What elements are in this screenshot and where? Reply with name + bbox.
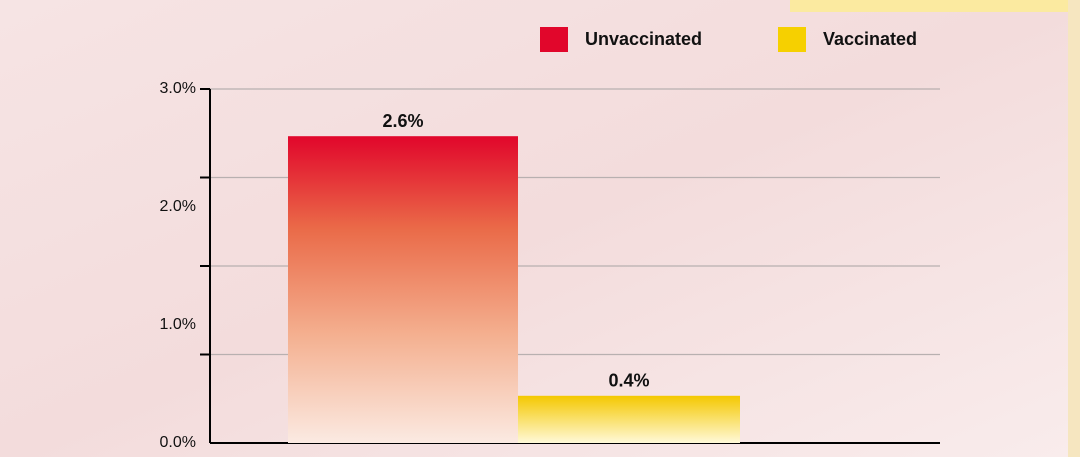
decoration [790,0,1080,12]
decoration [1068,0,1080,457]
legend-label: Vaccinated [823,29,917,49]
legend-label: Unvaccinated [585,29,702,49]
legend-swatch [540,27,568,52]
y-tick-label: 0.0% [160,434,196,451]
bar [288,136,518,443]
y-tick-label: 1.0% [160,316,196,333]
value-label: 2.6% [382,111,423,131]
y-tick-label: 3.0% [160,80,196,97]
value-label: 0.4% [608,371,649,391]
y-tick-label: 2.0% [160,198,196,215]
bar [518,395,740,443]
legend-swatch [778,27,806,52]
